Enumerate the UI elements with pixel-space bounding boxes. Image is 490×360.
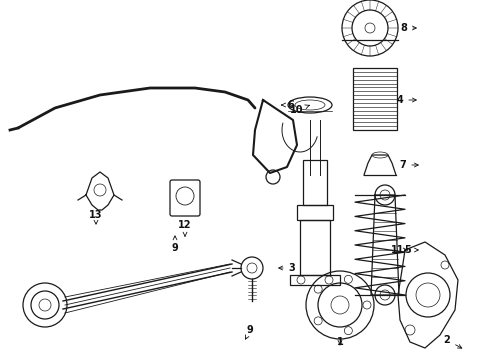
Text: 4: 4: [396, 95, 416, 105]
Bar: [353, 68, 397, 130]
Text: 6: 6: [282, 100, 294, 110]
Bar: [290, 275, 340, 285]
Text: 12: 12: [178, 220, 192, 236]
Bar: [303, 160, 327, 205]
Text: 7: 7: [400, 160, 418, 170]
Text: 8: 8: [400, 23, 416, 33]
Bar: [297, 205, 333, 220]
Text: 1: 1: [337, 337, 343, 347]
Text: 10: 10: [290, 105, 309, 115]
Text: 11: 11: [391, 245, 408, 255]
Text: 13: 13: [89, 210, 103, 224]
Text: 2: 2: [443, 335, 462, 348]
Text: 3: 3: [279, 263, 295, 273]
Text: 9: 9: [245, 325, 253, 339]
Text: 5: 5: [405, 245, 418, 255]
Bar: [300, 220, 330, 275]
Text: 9: 9: [172, 236, 178, 253]
